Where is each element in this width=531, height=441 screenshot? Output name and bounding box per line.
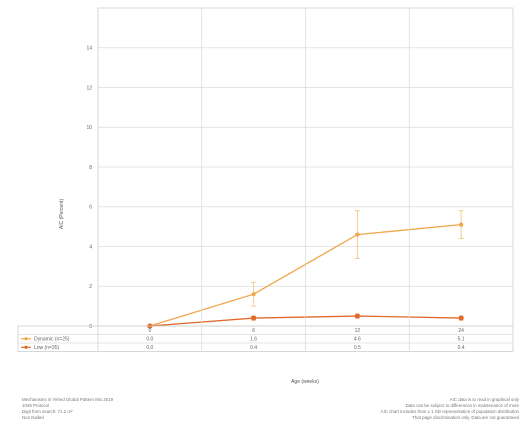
data-point <box>251 292 256 297</box>
y-tick-label: 10 <box>86 125 92 131</box>
y-tick-labels: 0 2 4 6 8 10 12 14 <box>86 46 92 330</box>
table-cell-value: 0.0 <box>146 336 153 342</box>
footer-left-line: Mechanisms in Yehed Global Pattern Mix 2… <box>22 397 114 402</box>
legend-swatch-point <box>24 337 28 341</box>
data-point <box>458 315 464 321</box>
y-tick-label: 14 <box>86 46 92 52</box>
data-point <box>251 315 257 321</box>
table-frame <box>17 325 514 352</box>
y-tick-label: 6 <box>89 205 92 211</box>
footer-right-line: AIC data is to read in graphical only <box>449 397 519 402</box>
series-points <box>147 222 464 329</box>
table-cell-value: 0.5 <box>354 345 361 351</box>
y-tick-label: 2 <box>89 284 92 290</box>
table-cell-value: 5.1 <box>458 336 465 342</box>
data-point <box>355 232 360 237</box>
legend-entry: Dynamic (n=25) <box>34 336 70 342</box>
table-cell-value: 0.4 <box>458 345 465 351</box>
footer-right-line: AIC chart includes from ± 1 SD represent… <box>380 409 519 414</box>
table-cell-value: 0.4 <box>250 345 257 351</box>
table-cell-value: 4.6 <box>354 336 361 342</box>
footer-left-line: 1049 Protocol <box>22 403 50 408</box>
x-tick-label: 0 <box>148 328 151 334</box>
y-tick-label: 0 <box>89 324 92 330</box>
y-axis-label: AIC (Percent) <box>59 199 65 230</box>
footer-left-line: Digit from search: 71.2 m² <box>22 409 73 414</box>
legend-swatch-point <box>24 345 28 349</box>
legend-entry: Low (n=35) <box>34 345 59 351</box>
x-tick-label: 12 <box>355 328 361 334</box>
x-axis-label: Age (weeks) <box>291 379 319 385</box>
x-tick-label: 6 <box>252 328 255 334</box>
footer-right-line: That page discrimination only. Data are … <box>412 415 519 420</box>
table-cell-value: 1.6 <box>250 336 257 342</box>
x-tick-label: 24 <box>458 328 464 334</box>
table-cell-value: 0.0 <box>146 345 153 351</box>
data-point <box>459 222 464 227</box>
y-tick-label: 12 <box>86 85 92 91</box>
data-point <box>354 313 360 319</box>
y-tick-label: 8 <box>89 165 92 171</box>
footer-right-line: Data can be subject to differences in ma… <box>405 403 519 408</box>
footer-notes-right: AIC data is to read in graphical only Da… <box>381 397 519 421</box>
footer-notes-left: Mechanisms in Yehed Global Pattern Mix 2… <box>22 397 113 421</box>
footer-left-line: Non Nailed <box>22 415 44 420</box>
y-tick-label: 4 <box>89 244 92 250</box>
